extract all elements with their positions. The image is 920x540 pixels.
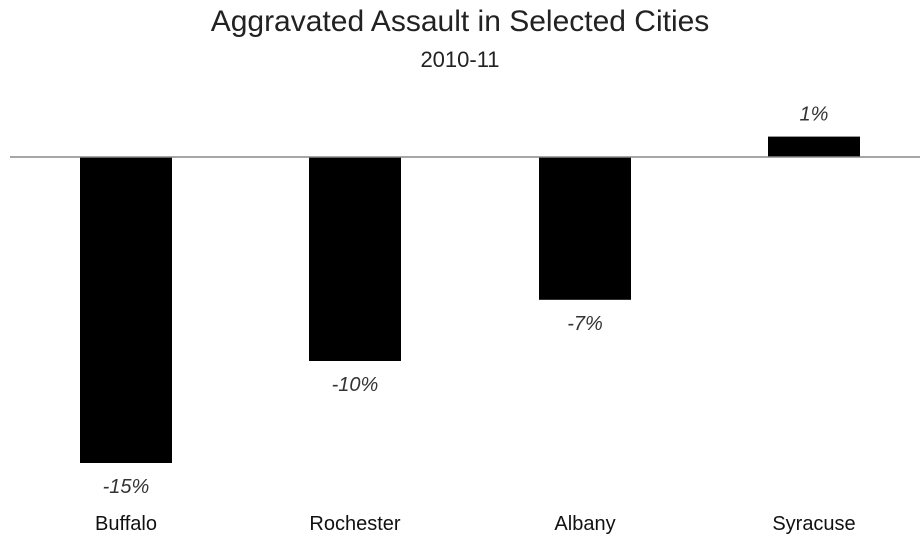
value-label-albany: -7% <box>567 313 603 335</box>
bar-syracuse <box>768 136 860 157</box>
value-label-buffalo: -15% <box>103 476 150 498</box>
category-label-buffalo: Buffalo <box>95 513 157 535</box>
value-label-syracuse: 1% <box>800 104 829 126</box>
chart-subtitle: 2010-11 <box>420 47 500 72</box>
chart-title: Aggravated Assault in Selected Cities <box>210 5 710 38</box>
bar-rochester <box>309 157 401 361</box>
category-label-syracuse: Syracuse <box>772 513 855 535</box>
bar-buffalo <box>80 157 172 463</box>
category-label-albany: Albany <box>554 513 615 535</box>
value-label-rochester: -10% <box>332 374 379 396</box>
category-label-rochester: Rochester <box>309 513 400 535</box>
bar-albany <box>539 157 631 300</box>
